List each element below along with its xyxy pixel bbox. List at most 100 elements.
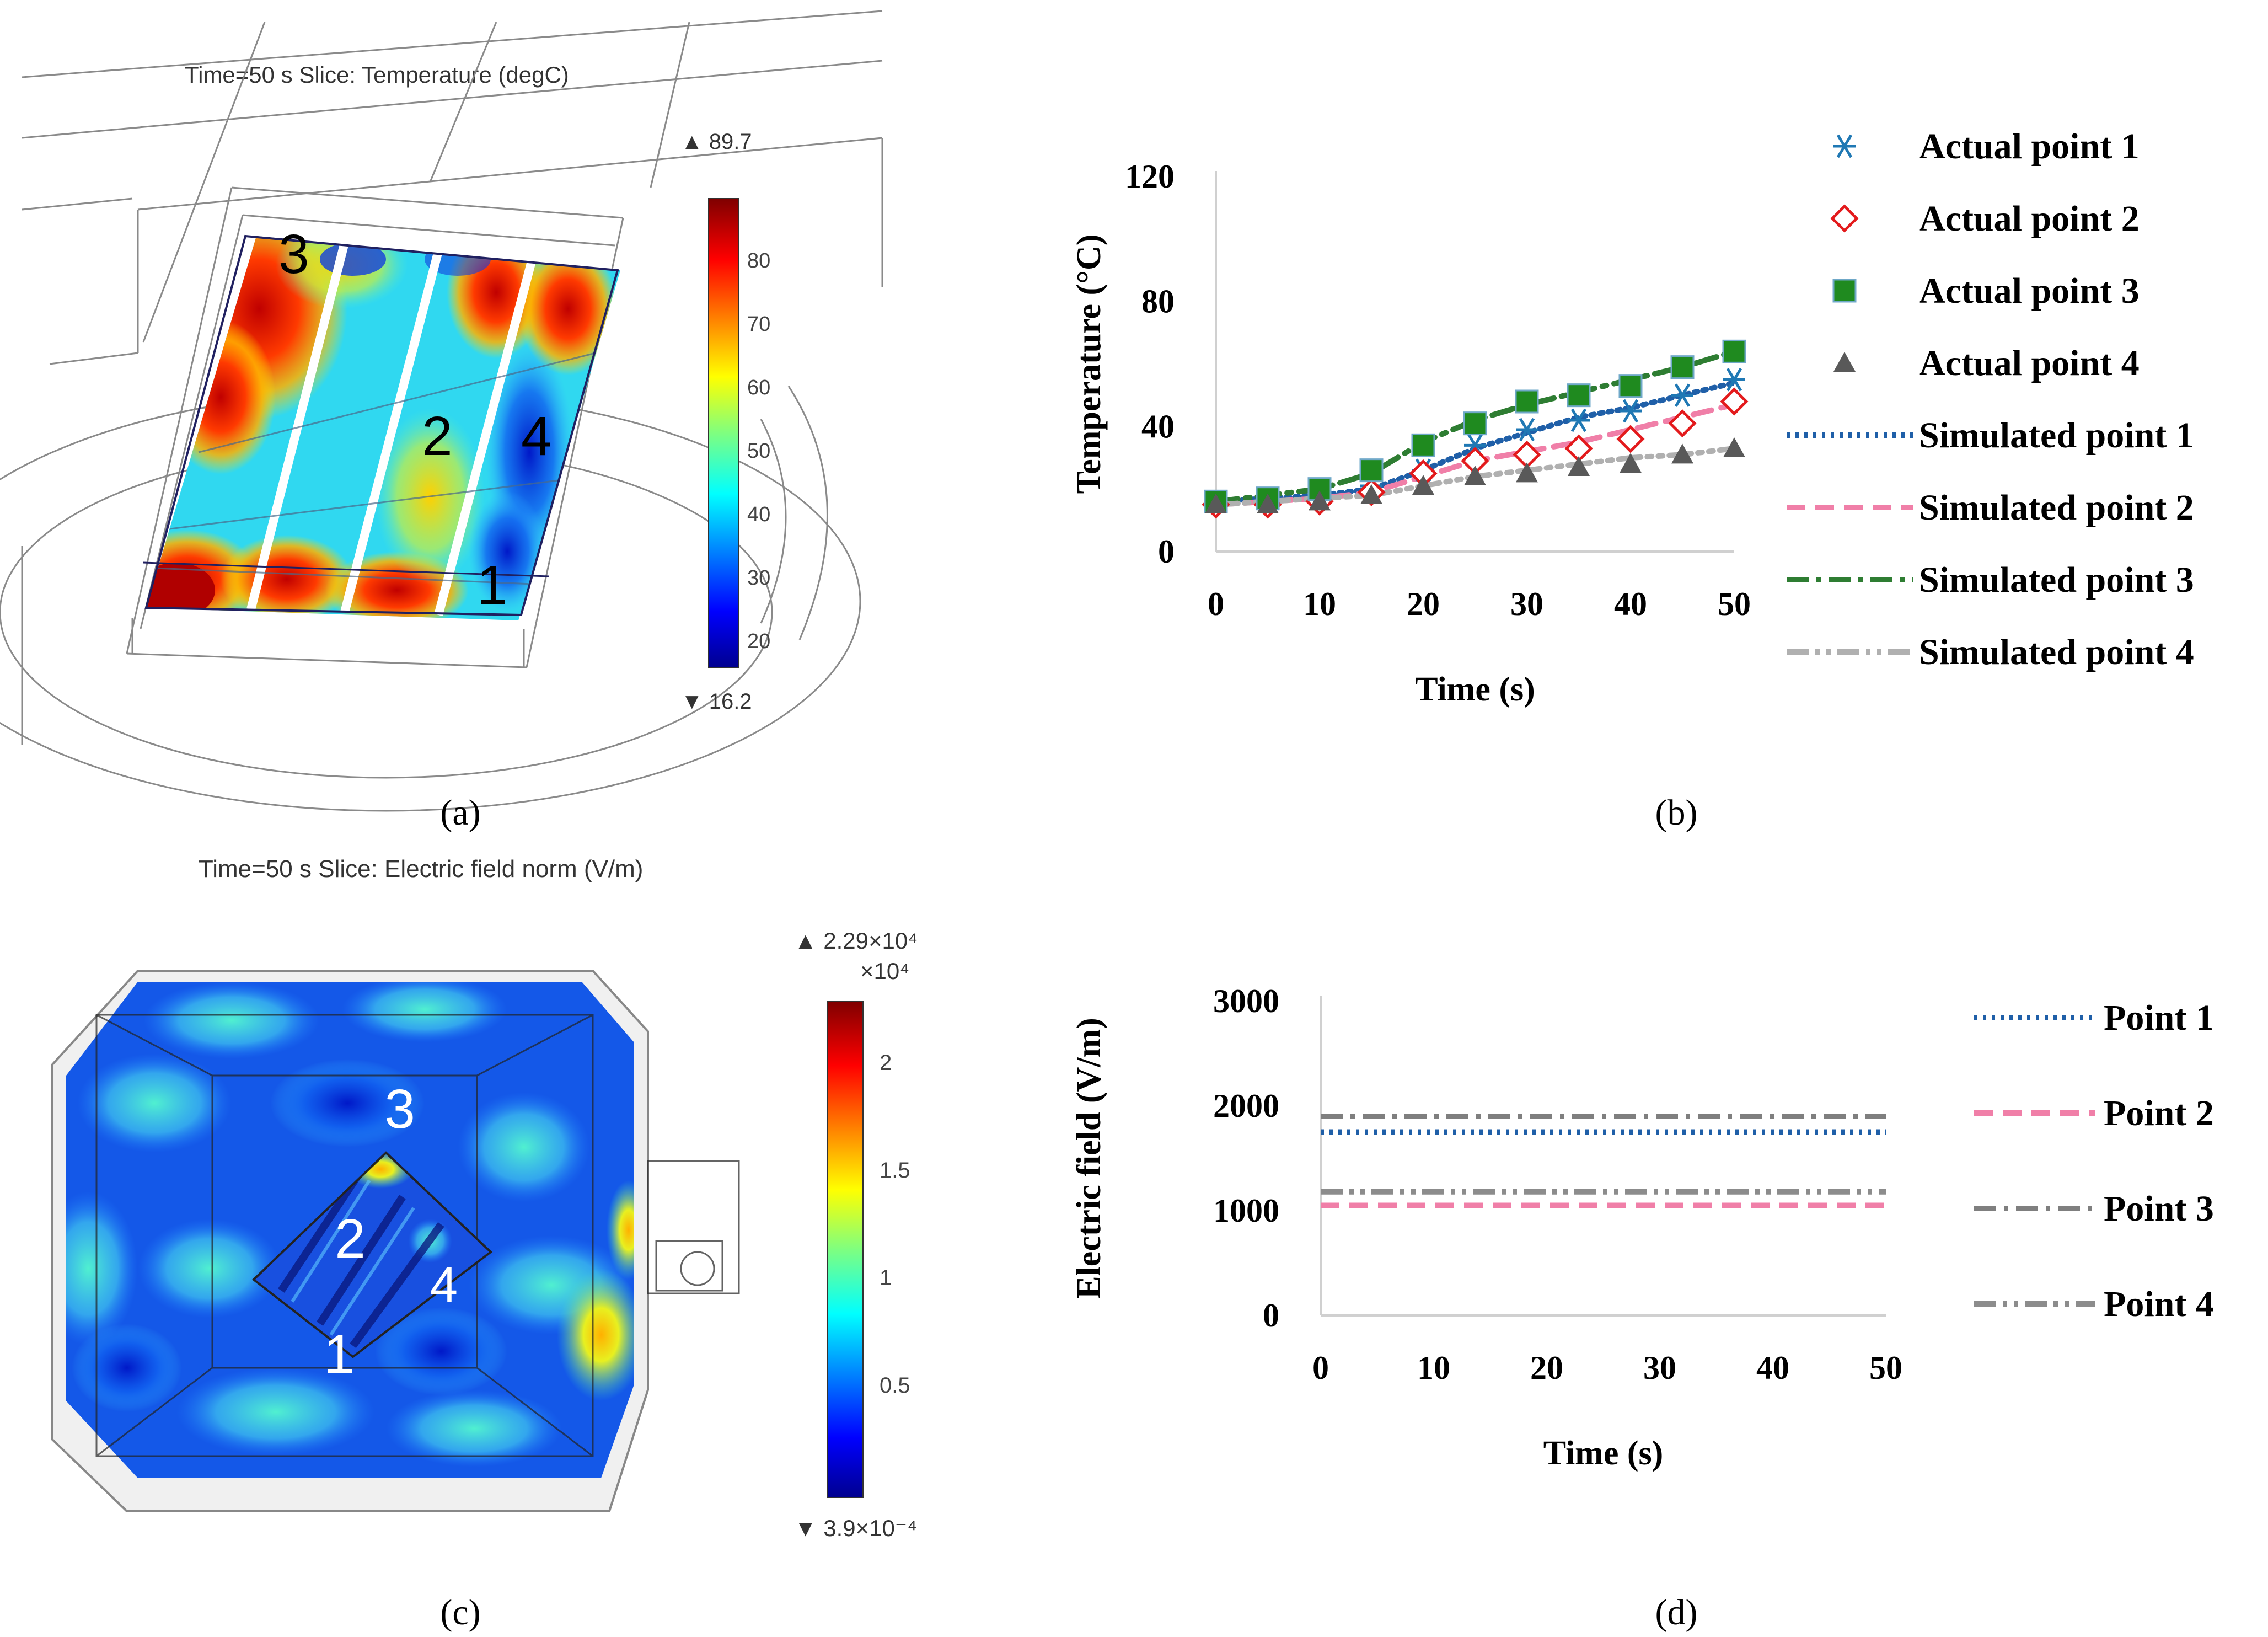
chart-d-y-tick-label: 0 bbox=[1263, 1297, 1279, 1334]
chart-b-legend-swatch bbox=[1832, 279, 1857, 303]
panel-a-colorbar-tick: 30 bbox=[747, 566, 770, 590]
panel-a-header: Time=50 s Slice: Temperature (degC) bbox=[185, 62, 569, 88]
chart-b-data-point bbox=[1620, 453, 1642, 473]
chart-electric-field: 0 10 20 30 40 50 0 1000 2000 3000 Time (s) Electr… bbox=[1070, 983, 2214, 1472]
panel-c-caption: (c) bbox=[440, 1592, 480, 1633]
panel-a-colorbar-tick: 20 bbox=[747, 630, 770, 653]
panel-c-colorbar-multiplier: ×10⁴ bbox=[860, 958, 909, 984]
panel-a-colorbar-tick: 50 bbox=[747, 440, 770, 463]
chart-d-y-tick-label: 2000 bbox=[1213, 1088, 1279, 1124]
chart-d-x-axis-label: Time (s) bbox=[1543, 1435, 1664, 1472]
chart-b-x-axis-label: Time (s) bbox=[1415, 671, 1535, 708]
chart-b-y-tick-label: 80 bbox=[1141, 283, 1175, 320]
chart-d-x-tick-label: 30 bbox=[1643, 1350, 1676, 1386]
chart-b-data-point bbox=[1671, 383, 1693, 407]
chart-b-legend-swatch bbox=[1833, 134, 1856, 158]
chart-d-legend-label: Point 4 bbox=[2104, 1284, 2214, 1324]
chart-b-legend-label: Actual point 2 bbox=[1919, 199, 2140, 239]
chart-b-data-point bbox=[1257, 494, 1279, 513]
chart-d-legend-label: Point 1 bbox=[2104, 998, 2214, 1038]
panel-a-caption: (a) bbox=[440, 793, 480, 833]
chart-d-x-tick-label: 20 bbox=[1530, 1350, 1563, 1386]
chart-b-data-point bbox=[1620, 399, 1642, 423]
chart-b-x-tick-label: 20 bbox=[1407, 586, 1440, 622]
panel-a-colorbar-tick: 40 bbox=[747, 503, 770, 526]
panel-a-point-label-4: 4 bbox=[521, 405, 552, 467]
chart-b-legend-label: Actual point 4 bbox=[1919, 343, 2140, 383]
chart-b-data-point bbox=[1668, 409, 1697, 438]
chart-b-legend-label: Simulated point 4 bbox=[1919, 632, 2194, 672]
chart-d-legend-label: Point 3 bbox=[2104, 1189, 2214, 1229]
chart-b-data-point bbox=[1568, 456, 1590, 476]
panel-c-colorbar-max: ▲ 2.29×10⁴ bbox=[794, 928, 918, 954]
chart-b-data-point bbox=[1205, 494, 1227, 513]
chart-b-legend-label: Simulated point 1 bbox=[1919, 415, 2194, 456]
panel-a-colorbar-tick: 80 bbox=[747, 249, 770, 272]
chart-b-data-point bbox=[1464, 466, 1486, 485]
chart-b-legend-label: Simulated point 3 bbox=[1919, 560, 2194, 600]
panel-c-colorbar: ▲ 2.29×10⁴ ×10⁴ ▼ 3.9×10⁻⁴ 2 1.5 1 0.5 bbox=[794, 928, 918, 1541]
panel-c-point-label-3: 3 bbox=[384, 1078, 415, 1140]
efield-field bbox=[66, 982, 634, 1478]
panel-c-header: Time=50 s Slice: Electric field norm (V/… bbox=[199, 855, 643, 882]
chart-b-x-tick-label: 50 bbox=[1718, 586, 1751, 622]
chart-d-y-tick-label: 1000 bbox=[1213, 1192, 1279, 1229]
chart-b-legend-label: Simulated point 2 bbox=[1919, 488, 2194, 528]
panel-c-point-label-1: 1 bbox=[324, 1324, 355, 1385]
chart-d-x-tick-label: 0 bbox=[1312, 1350, 1329, 1386]
chart-b-y-tick-label: 120 bbox=[1125, 158, 1175, 195]
panel-c-colorbar-tick: 2 bbox=[880, 1051, 892, 1075]
chart-d-legend: Point 1 Point 2 Point 3 Point 4 bbox=[1974, 998, 2214, 1324]
chart-b-y-axis-label: Temperature (°C) bbox=[1070, 234, 1108, 494]
panel-c-colorbar-min: ▼ 3.9×10⁻⁴ bbox=[794, 1515, 917, 1541]
panel-a-point-label-1: 1 bbox=[477, 554, 508, 616]
panel-c-colorbar-tick: 0.5 bbox=[880, 1373, 910, 1398]
chart-b-legend-swatch bbox=[1830, 204, 1859, 233]
chart-b-data-point bbox=[1568, 408, 1590, 432]
chart-b-data-point bbox=[1516, 418, 1538, 442]
chart-b-data-point bbox=[1515, 389, 1539, 414]
panel-a-colorbar-tick: 60 bbox=[747, 376, 770, 399]
chart-b-data-point bbox=[1723, 437, 1745, 457]
panel-a-point-label-3: 3 bbox=[278, 223, 309, 285]
panel-c-colorbar-tick: 1 bbox=[880, 1266, 892, 1290]
chart-temperature: 0 10 20 30 40 50 0 40 80 120 Time (s) Temperature… bbox=[1070, 126, 2194, 708]
panel-a-colorbar: ▲ 89.7 ▼ 16.2 80 70 60 50 40 30 20 bbox=[681, 130, 770, 714]
chart-d-y-axis-label: Electric field (V/m) bbox=[1070, 1018, 1108, 1299]
chart-b-y-tick-label: 0 bbox=[1158, 533, 1175, 570]
chart-b-x-tick-label: 40 bbox=[1614, 586, 1647, 622]
chart-b-x-tick-label: 10 bbox=[1303, 586, 1336, 622]
panel-a-colorbar-max: ▲ 89.7 bbox=[681, 130, 752, 154]
chart-d-legend-label: Point 2 bbox=[2104, 1093, 2214, 1133]
chart-b-legend-swatch bbox=[1833, 352, 1856, 372]
chart-b-data-point bbox=[1616, 425, 1645, 453]
chart-d-x-tick-label: 40 bbox=[1756, 1350, 1789, 1386]
chart-b-x-tick-label: 30 bbox=[1510, 586, 1543, 622]
panel-a-colorbar-tick: 70 bbox=[747, 313, 770, 336]
chart-b-data-point bbox=[1670, 355, 1695, 379]
chart-b-data-point bbox=[1723, 368, 1745, 392]
panel-a-colorbar-min: ▼ 16.2 bbox=[681, 689, 752, 714]
chart-b-legend-label: Actual point 1 bbox=[1919, 126, 2140, 167]
chart-b-data-point bbox=[1309, 490, 1331, 511]
oven-wireframe bbox=[0, 10, 883, 812]
chart-d-y-tick-label: 3000 bbox=[1213, 983, 1279, 1019]
panel-d-caption: (d) bbox=[1655, 1592, 1698, 1633]
chart-b-data-point bbox=[1671, 443, 1693, 464]
panel-c-point-label-2: 2 bbox=[335, 1208, 366, 1270]
panel-a-temperature-map: Time=50 s Slice: Temperature (degC) bbox=[0, 10, 883, 812]
chart-b-data-point bbox=[1411, 433, 1435, 457]
chart-b-data-point bbox=[1463, 411, 1487, 436]
chart-d-x-tick-label: 10 bbox=[1417, 1350, 1450, 1386]
chart-b-data-point bbox=[1412, 475, 1434, 495]
chart-b-data-point bbox=[1722, 339, 1746, 363]
panel-c-efield-map: Time=50 s Slice: Electric field norm (V/… bbox=[51, 855, 918, 1541]
chart-b-data-point bbox=[1360, 484, 1382, 504]
chart-b-data-point bbox=[1567, 383, 1591, 408]
chart-b-data-point bbox=[1359, 458, 1384, 483]
panel-a-point-label-2: 2 bbox=[422, 405, 453, 467]
chart-b-data-point bbox=[1618, 374, 1643, 398]
chart-d-x-tick-label: 50 bbox=[1869, 1350, 1902, 1386]
panel-c-colorbar-tick: 1.5 bbox=[880, 1158, 910, 1183]
